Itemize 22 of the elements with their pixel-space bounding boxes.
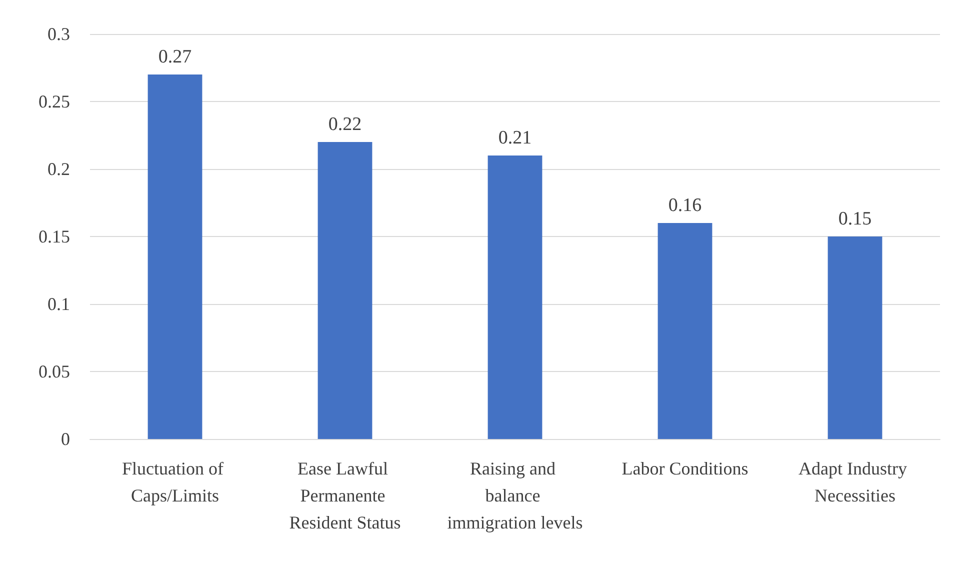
bar (828, 236, 882, 439)
y-tick-label: 0.05 (38, 362, 70, 382)
x-tick-label: Adapt Industry Necessities (798, 458, 912, 506)
data-label: 0.16 (668, 195, 702, 216)
bar (658, 223, 712, 439)
data-label: 0.21 (498, 128, 532, 148)
bar (488, 156, 542, 439)
x-tick-label: Raising and balance immigration levels (447, 458, 583, 532)
x-tick-label: Ease Lawful Permanente Resident Status (289, 458, 401, 532)
data-label: 0.15 (838, 208, 872, 230)
x-tick-label: Labor Conditions (622, 458, 748, 478)
data-label: 0.27 (158, 46, 192, 68)
x-tick-label: Fluctuation of Caps/Limits (122, 458, 228, 506)
bar (148, 74, 202, 439)
y-tick-label: 0.3 (48, 24, 70, 44)
y-tick-label: 0.15 (38, 226, 70, 246)
data-label: 0.22 (328, 114, 362, 135)
y-tick-label: 0.1 (48, 294, 70, 314)
y-tick-label: 0 (61, 429, 70, 449)
y-tick-label: 0.2 (48, 159, 70, 179)
y-tick-label: 0.25 (38, 92, 70, 112)
bar (318, 142, 372, 439)
